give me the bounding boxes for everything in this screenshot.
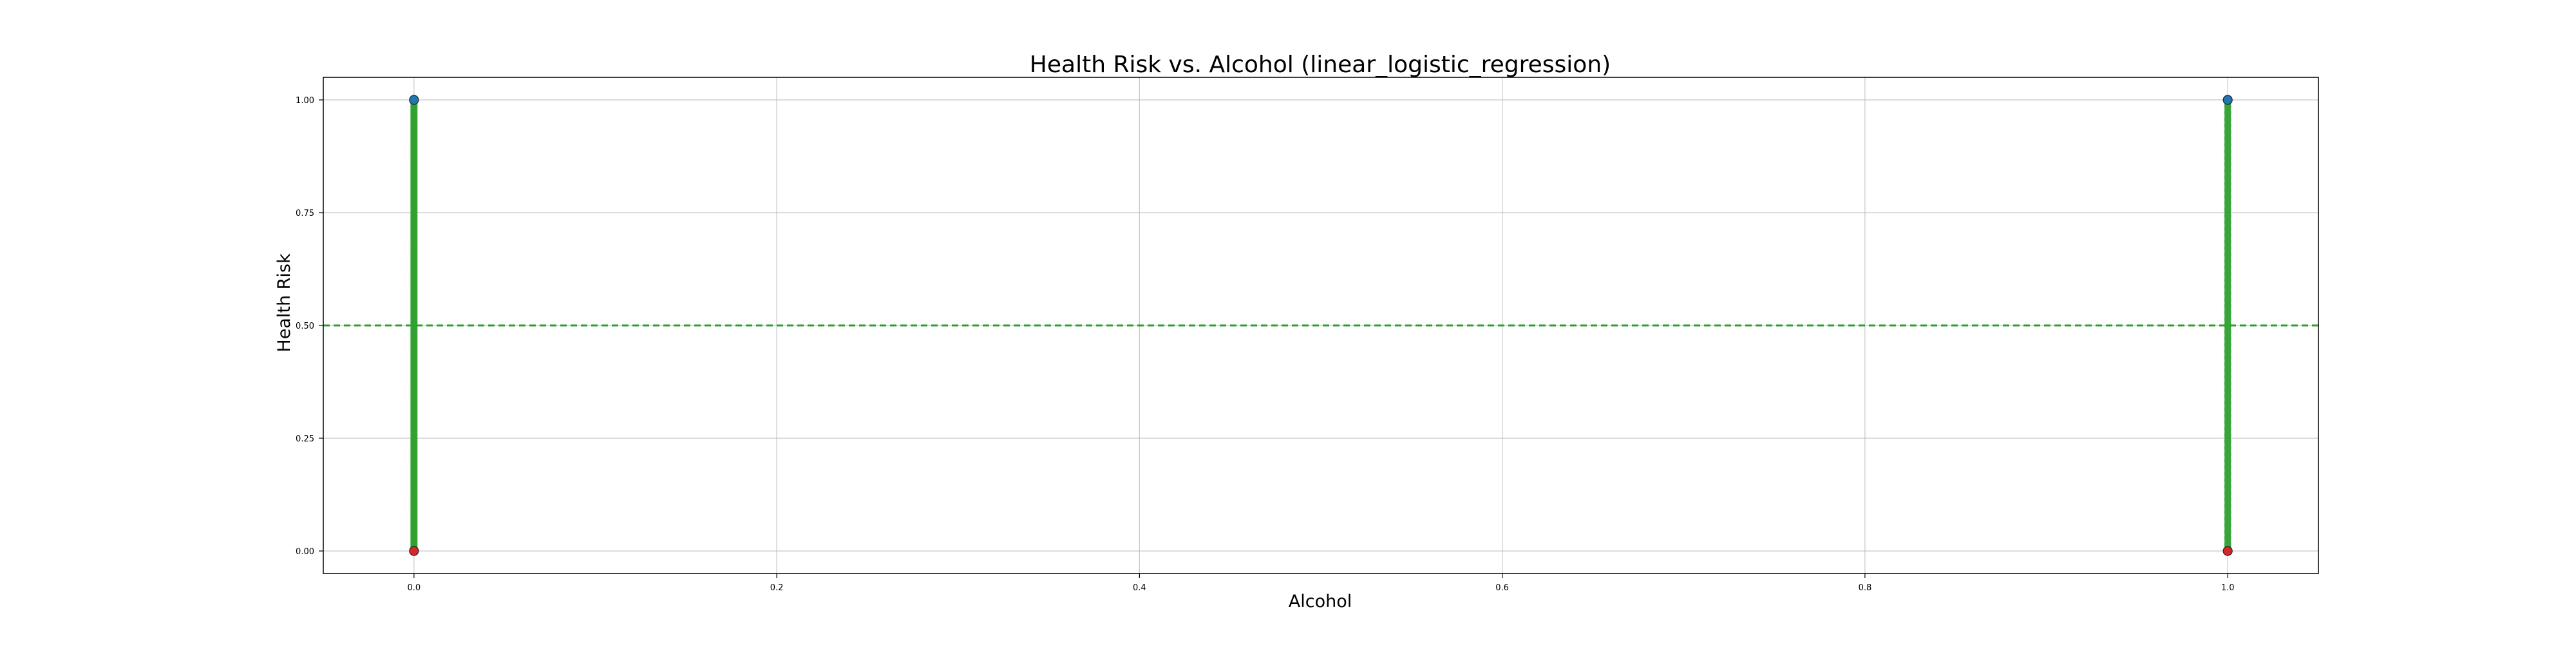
actual-point	[2222, 546, 2233, 556]
predicted-point	[2224, 315, 2232, 323]
predicted-point	[2224, 496, 2232, 503]
predicted-point	[2224, 508, 2232, 516]
predicted-point	[2224, 463, 2232, 471]
predicted-point	[2224, 206, 2232, 213]
predicted-point	[2224, 180, 2232, 188]
y-tick-label: 0.50	[296, 322, 314, 331]
predicted-band	[2224, 100, 2231, 551]
predicted-point	[2224, 270, 2232, 278]
predicted-point	[2224, 399, 2232, 407]
predicted-point	[2224, 296, 2232, 304]
predicted-point	[2224, 386, 2232, 394]
predicted-point	[2224, 251, 2232, 258]
x-tick-label: 1.0	[2221, 583, 2235, 593]
predicted-point	[2224, 425, 2232, 432]
predicted-point	[2224, 502, 2232, 510]
predicted-point	[2224, 367, 2232, 374]
predicted-point	[2224, 412, 2232, 420]
predicted-point	[2224, 148, 2232, 155]
predicted-point	[2224, 264, 2232, 271]
x-tick-label: 0.8	[1859, 583, 1872, 593]
predicted-point	[2224, 438, 2232, 445]
predicted-point	[2224, 431, 2232, 439]
predicted-point	[2224, 115, 2232, 123]
predicted-point	[2224, 109, 2232, 117]
predicted-point	[2224, 534, 2232, 542]
predicted-point	[2224, 541, 2232, 548]
predicted-point	[2224, 457, 2232, 465]
predicted-point	[2224, 328, 2232, 336]
predicted-point	[2224, 154, 2232, 162]
predicted-point	[2224, 322, 2232, 329]
predicted-point	[2224, 289, 2232, 297]
predicted-point	[2224, 283, 2232, 291]
x-tick-label: 0.0	[407, 583, 421, 593]
predicted-point	[2224, 334, 2232, 342]
predicted-point	[2224, 444, 2232, 452]
chart-title: Health Risk vs. Alcohol (linear_logistic…	[1030, 52, 1611, 78]
x-tick-label: 0.6	[1495, 583, 1509, 593]
x-tick-label: 0.2	[770, 583, 784, 593]
y-tick-label: 0.00	[296, 547, 314, 557]
predicted-point	[2224, 302, 2232, 310]
predicted-point	[2224, 515, 2232, 523]
predicted-point	[2224, 231, 2232, 239]
predicted-point	[2224, 173, 2232, 181]
predicted-point	[2224, 135, 2232, 142]
predicted-point	[2224, 521, 2232, 529]
y-tick-label: 0.75	[296, 209, 314, 218]
predicted-point	[2224, 373, 2232, 381]
predicted-point	[2224, 122, 2232, 130]
predicted-point	[2224, 218, 2232, 226]
predicted-point	[2224, 276, 2232, 284]
predicted-point	[2224, 347, 2232, 355]
predicted-point	[2224, 167, 2232, 175]
predicted-point	[2224, 483, 2232, 490]
predicted-point	[2224, 418, 2232, 426]
points-layer	[409, 95, 2233, 556]
predicted-point	[2224, 244, 2232, 252]
predicted-point	[2224, 141, 2232, 149]
y-tick-label: 0.25	[296, 434, 314, 444]
predicted-point	[2224, 212, 2232, 220]
actual-point	[2222, 95, 2233, 105]
predicted-point	[2224, 257, 2232, 265]
predicted-point	[2224, 528, 2232, 536]
predicted-point	[2224, 238, 2232, 246]
predicted-point	[2224, 160, 2232, 168]
predicted-point	[2224, 392, 2232, 400]
predicted-point	[2224, 199, 2232, 207]
predicted-point	[2224, 186, 2232, 194]
x-tick-label: 0.4	[1133, 583, 1146, 593]
predicted-point	[2224, 470, 2232, 478]
predicted-point	[2224, 309, 2232, 316]
predicted-point	[2224, 489, 2232, 497]
predicted-point	[2224, 341, 2232, 349]
x-axis-title: Alcohol	[1289, 592, 1352, 612]
actual-point	[409, 95, 419, 105]
predicted-point	[2224, 225, 2232, 233]
predicted-point	[2224, 128, 2232, 136]
y-tick-label: 1.00	[296, 96, 314, 106]
predicted-point	[2224, 476, 2232, 484]
predicted-point	[2224, 360, 2232, 368]
actual-point	[409, 546, 419, 556]
predicted-point	[2224, 354, 2232, 362]
y-axis-title: Health Risk	[274, 253, 294, 352]
predicted-point	[2224, 102, 2232, 110]
predicted-point	[2224, 380, 2232, 387]
predicted-point	[2224, 450, 2232, 458]
predicted-point	[2224, 193, 2232, 200]
ticks-layer: 0.0 0.2 0.4 0.6 0.8 1.0 0.00 0.25 0.50 0.75 1.00	[296, 96, 2234, 593]
predicted-point	[2224, 405, 2232, 413]
